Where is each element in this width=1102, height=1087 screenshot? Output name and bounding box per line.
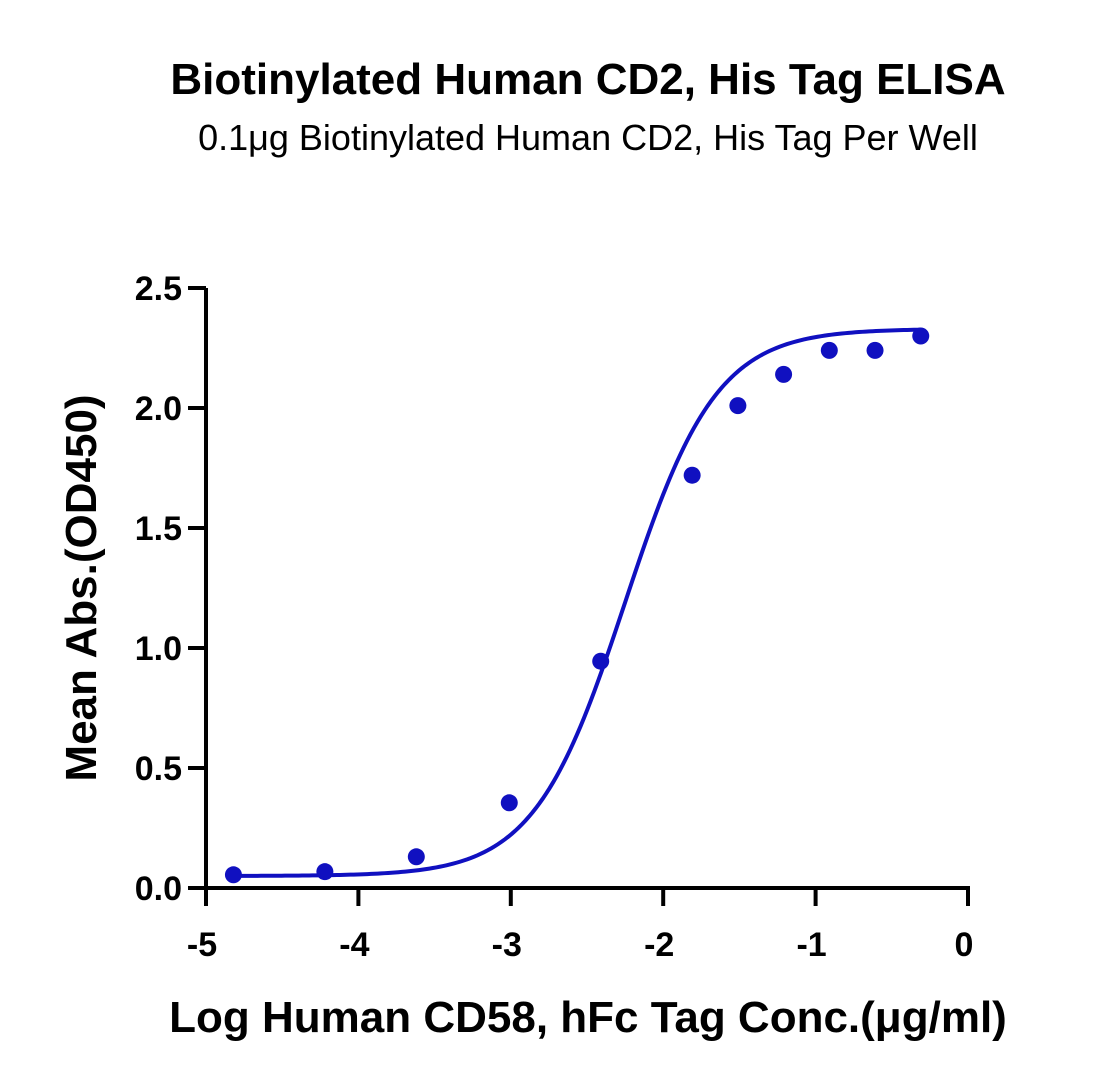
x-axis: -5 -4 -3 -2 -1 0 (187, 886, 974, 964)
data-point (224, 866, 242, 884)
y-tick-label: 0.0 (135, 870, 182, 908)
y-tick-label: 1.5 (135, 510, 182, 548)
y-tick-label: 2.0 (135, 390, 182, 428)
plot-area (224, 327, 930, 884)
x-tick-label: 0 (955, 926, 974, 964)
data-point (912, 327, 930, 345)
x-tick-label: -5 (187, 926, 217, 964)
y-tick-label: 1.0 (135, 630, 182, 668)
data-point (316, 863, 334, 881)
data-point (775, 365, 793, 383)
x-tick-label: -1 (796, 926, 826, 964)
y-tick-label: 2.5 (135, 270, 182, 308)
x-axis-label: Log Human CD58, hFc Tag Conc.(μg/ml) (169, 993, 1007, 1042)
data-point (592, 652, 610, 670)
chart-subtitle: 0.1μg Biotinylated Human CD2, His Tag Pe… (198, 117, 978, 158)
fit-curve (233, 327, 921, 878)
y-axis: 0.0 0.5 1.0 1.5 2.0 2.5 (135, 270, 208, 908)
data-point (683, 466, 701, 484)
y-axis-label: Mean Abs.(OD450) (57, 394, 106, 781)
x-tick-label: -2 (644, 926, 674, 964)
chart-title: Biotinylated Human CD2, His Tag ELISA (170, 55, 1005, 104)
x-tick-label: -4 (339, 926, 369, 964)
y-tick-label: 0.5 (135, 750, 182, 788)
data-point (500, 794, 518, 812)
data-point (866, 341, 884, 359)
data-point (729, 397, 747, 415)
x-tick-label: -3 (492, 926, 522, 964)
data-point (820, 341, 838, 359)
data-point (407, 848, 425, 866)
